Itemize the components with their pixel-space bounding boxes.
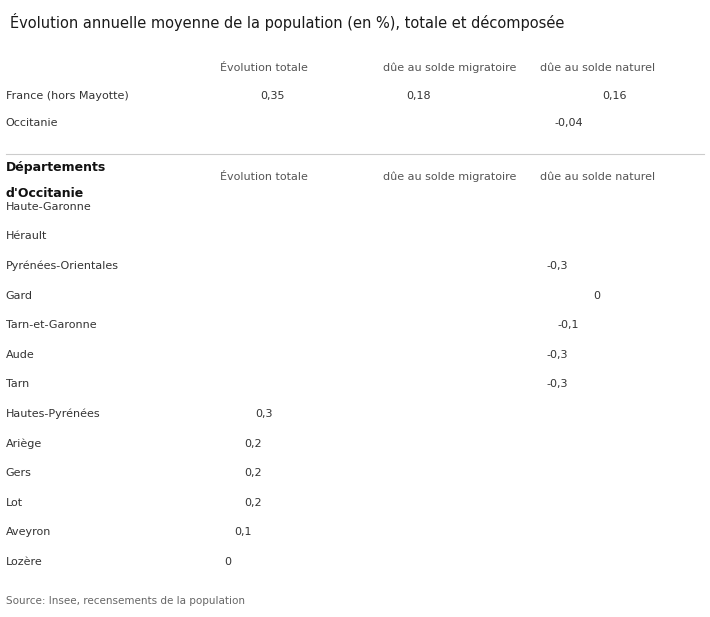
Text: 0,6: 0,6 (223, 261, 241, 271)
Text: Ariège: Ariège (6, 438, 42, 449)
Text: 0,7: 0,7 (386, 468, 404, 478)
Text: Évolution totale: Évolution totale (220, 172, 308, 182)
Text: Hérault: Hérault (6, 231, 47, 241)
Text: Gers: Gers (6, 468, 31, 478)
Text: 1,3: 1,3 (223, 202, 241, 212)
Text: 0,5: 0,5 (223, 291, 241, 300)
Text: 0,6: 0,6 (386, 320, 404, 330)
Text: dûe au solde migratoire: dûe au solde migratoire (383, 62, 517, 73)
Text: 0,16: 0,16 (603, 91, 627, 101)
Text: 0,4: 0,4 (223, 350, 241, 360)
Text: 1,2: 1,2 (223, 231, 241, 241)
Text: -0,6: -0,6 (558, 498, 579, 508)
Text: Tarn: Tarn (6, 379, 29, 389)
Text: 0,4: 0,4 (592, 202, 610, 212)
Text: -0,5: -0,5 (564, 468, 585, 478)
Text: -0,1: -0,1 (558, 320, 579, 330)
Text: 0,35: 0,35 (260, 91, 285, 101)
Text: -0,3: -0,3 (547, 261, 568, 271)
Text: Haute-Garonne: Haute-Garonne (6, 202, 92, 212)
Text: -0,4: -0,4 (569, 439, 591, 449)
Text: -0,04: -0,04 (554, 118, 583, 128)
Text: 0,77: 0,77 (223, 118, 248, 128)
Text: 1,1: 1,1 (386, 231, 404, 241)
Text: Source: Insee, recensements de la population: Source: Insee, recensements de la popula… (6, 596, 245, 606)
Text: 0,9: 0,9 (386, 202, 404, 212)
Text: dûe au solde naturel: dûe au solde naturel (540, 172, 655, 182)
Text: -0,5: -0,5 (564, 557, 585, 567)
Text: 0,6: 0,6 (386, 557, 404, 567)
Text: 0,9: 0,9 (386, 261, 404, 271)
Text: Tarn-et-Garonne: Tarn-et-Garonne (6, 320, 97, 330)
Text: 0,8: 0,8 (386, 498, 404, 508)
Text: 0: 0 (594, 291, 601, 300)
Text: 0,1: 0,1 (234, 528, 252, 537)
Text: 0,5: 0,5 (386, 291, 404, 300)
Text: Hautes-Pyrénées: Hautes-Pyrénées (6, 408, 100, 420)
Text: -0,3: -0,3 (547, 350, 568, 360)
Text: -0,3: -0,3 (547, 379, 568, 389)
Text: 0,3: 0,3 (255, 409, 273, 419)
Text: 0,7: 0,7 (386, 439, 404, 449)
Text: 0,5: 0,5 (386, 528, 404, 537)
Text: Évolution annuelle moyenne de la population (en %), totale et décomposée: Évolution annuelle moyenne de la populat… (10, 12, 564, 31)
Text: 0,2: 0,2 (245, 439, 262, 449)
Text: Lot: Lot (6, 498, 23, 508)
Text: Départements: Départements (6, 161, 106, 175)
Text: Aveyron: Aveyron (6, 528, 51, 537)
Text: Gard: Gard (6, 291, 33, 300)
Text: 0,2: 0,2 (245, 498, 262, 508)
Text: 0,7: 0,7 (386, 379, 404, 389)
Text: 0,18: 0,18 (406, 91, 430, 101)
Text: dûe au solde naturel: dûe au solde naturel (540, 63, 655, 73)
Text: -0,5: -0,5 (564, 409, 585, 419)
Text: 0,5: 0,5 (223, 320, 241, 330)
Text: 0,8: 0,8 (386, 118, 404, 128)
Text: Pyrénées-Orientales: Pyrénées-Orientales (6, 260, 119, 271)
Text: 0,2: 0,2 (245, 468, 262, 478)
Text: 0,7: 0,7 (386, 409, 404, 419)
Text: Évolution totale: Évolution totale (220, 63, 308, 73)
Text: 0: 0 (224, 557, 231, 567)
Text: 0,4: 0,4 (223, 379, 241, 389)
Text: 0,8: 0,8 (386, 350, 404, 360)
Text: France (hors Mayotte): France (hors Mayotte) (6, 91, 129, 101)
Text: dûe au solde migratoire: dûe au solde migratoire (383, 172, 517, 183)
Text: d'Occitanie: d'Occitanie (6, 187, 84, 201)
Text: Lozère: Lozère (6, 557, 43, 567)
Text: Occitanie: Occitanie (6, 118, 58, 128)
Text: Aude: Aude (6, 350, 34, 360)
Text: 0,1: 0,1 (592, 231, 610, 241)
Text: -0,5: -0,5 (564, 528, 585, 537)
